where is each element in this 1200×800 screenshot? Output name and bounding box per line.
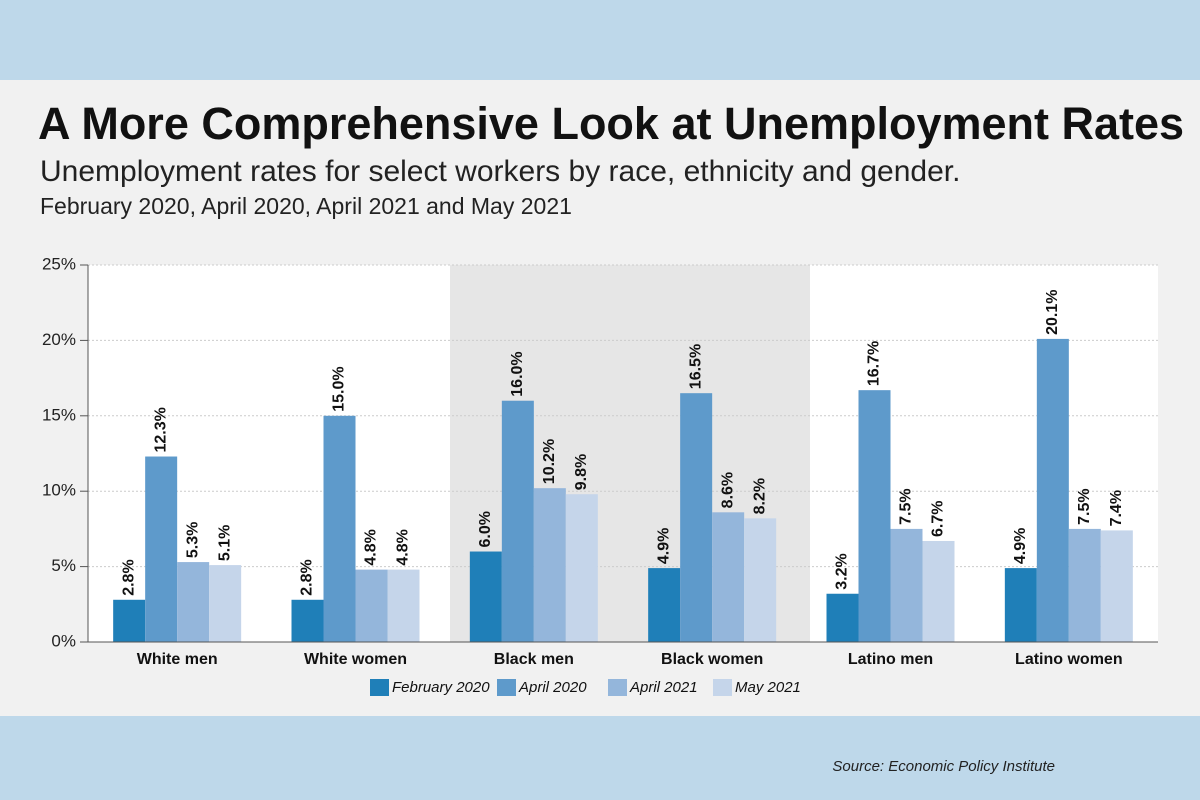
bar xyxy=(355,569,388,642)
value-label: 4.9% xyxy=(655,528,672,564)
value-label: 16.7% xyxy=(866,341,883,386)
bar xyxy=(113,599,146,642)
bar xyxy=(291,599,324,642)
bar xyxy=(680,393,713,642)
value-label: 4.8% xyxy=(363,529,380,565)
chart-subtitle-2: February 2020, April 2020, April 2021 an… xyxy=(40,193,572,219)
value-label: 7.5% xyxy=(1076,488,1093,524)
top-band xyxy=(0,0,1200,80)
bar xyxy=(648,568,681,642)
y-tick-label: 0% xyxy=(51,631,76,650)
bar xyxy=(1068,528,1101,642)
chart-subtitle: Unemployment rates for select workers by… xyxy=(40,155,960,188)
x-tick-label: White men xyxy=(137,651,218,668)
value-label: 4.8% xyxy=(395,529,412,565)
x-tick-label: White women xyxy=(304,651,407,668)
source: Source: Economic Policy Institute xyxy=(832,758,1055,775)
y-tick-label: 10% xyxy=(42,481,76,500)
x-tick-label: Latino men xyxy=(848,651,933,668)
value-label: 16.5% xyxy=(687,344,704,389)
bar xyxy=(1100,530,1133,642)
bottom-band xyxy=(0,716,1200,800)
bar xyxy=(323,415,356,642)
value-label: 5.3% xyxy=(184,522,201,558)
value-label: 12.3% xyxy=(152,407,169,452)
y-tick-label: 25% xyxy=(42,254,76,273)
value-label: 15.0% xyxy=(331,366,348,411)
bar xyxy=(177,562,210,642)
bar xyxy=(922,540,955,642)
bar xyxy=(1036,338,1069,642)
bar xyxy=(890,528,923,642)
legend-swatch xyxy=(370,679,389,696)
value-label: 8.6% xyxy=(719,472,736,508)
bar xyxy=(858,390,891,642)
x-tick-label: Black women xyxy=(661,651,763,668)
bar xyxy=(209,565,242,642)
legend-label: May 2021 xyxy=(735,679,801,696)
bar xyxy=(744,518,777,642)
bar xyxy=(826,593,859,642)
bar xyxy=(533,488,566,642)
value-label: 6.0% xyxy=(477,511,494,547)
value-label: 9.8% xyxy=(573,454,590,490)
y-tick-label: 15% xyxy=(42,405,76,424)
bar xyxy=(387,569,420,642)
bar xyxy=(145,456,178,642)
value-label: 5.1% xyxy=(216,525,233,561)
legend-swatch xyxy=(713,679,732,696)
bar xyxy=(1004,568,1037,642)
value-label: 20.1% xyxy=(1044,290,1061,335)
value-label: 3.2% xyxy=(834,553,851,589)
value-label: 16.0% xyxy=(509,351,526,396)
legend-swatch xyxy=(608,679,627,696)
value-label: 6.7% xyxy=(930,500,947,536)
value-label: 2.8% xyxy=(120,559,137,595)
bar xyxy=(565,494,598,642)
x-tick-label: Black men xyxy=(494,651,574,668)
bar xyxy=(501,400,534,642)
value-label: 7.5% xyxy=(898,488,915,524)
chart-title: A More Comprehensive Look at Unemploymen… xyxy=(38,98,1184,149)
bar xyxy=(712,512,745,642)
y-tick-label: 5% xyxy=(51,556,76,575)
value-label: 8.2% xyxy=(751,478,768,514)
value-label: 2.8% xyxy=(299,559,316,595)
legend-swatch xyxy=(497,679,516,696)
legend-label: April 2021 xyxy=(629,679,698,696)
value-label: 10.2% xyxy=(541,439,558,484)
y-tick-label: 20% xyxy=(42,330,76,349)
legend-label: February 2020 xyxy=(392,679,490,696)
value-label: 7.4% xyxy=(1108,490,1125,526)
value-label: 4.9% xyxy=(1012,528,1029,564)
bar xyxy=(469,551,502,642)
legend-label: April 2020 xyxy=(518,679,587,696)
x-tick-label: Latino women xyxy=(1015,651,1123,668)
